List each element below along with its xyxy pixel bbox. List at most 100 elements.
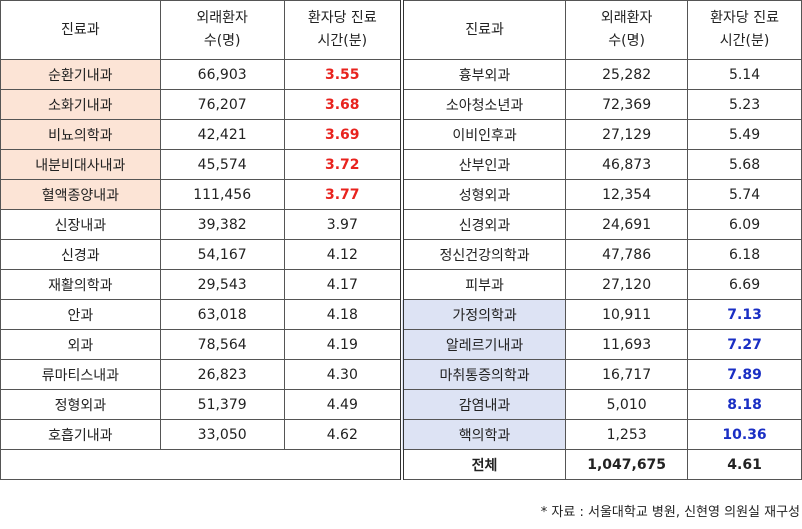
table-row: 외과 78,564 4.19 알레르기내과 11,693 7.27: [0, 329, 802, 360]
table-body: 진료과 외래환자 수(명) 환자당 진료 시간(분) 진료과 외래환자 수(명)…: [0, 0, 802, 450]
right-dept-cell: 알레르기내과: [401, 329, 567, 360]
right-dept-cell: 소아청소년과: [401, 89, 567, 120]
left-patients-cell: 29,543: [159, 269, 285, 300]
right-time-cell: 7.13: [687, 299, 802, 330]
left-dept-cell: 재활의학과: [0, 269, 161, 300]
header-patients-line1: 외래환자: [196, 10, 248, 26]
right-patients-cell: 24,691: [565, 209, 689, 240]
left-time-cell: 3.69: [283, 119, 404, 150]
right-dept-cell: 마취통증의학과: [401, 359, 567, 390]
header-row: 진료과 외래환자 수(명) 환자당 진료 시간(분) 진료과 외래환자 수(명)…: [0, 0, 802, 60]
left-time-cell: 4.18: [283, 299, 404, 330]
header-time-line2: 시간(분): [317, 33, 368, 49]
left-dept-cell: 소화기내과: [0, 89, 161, 120]
right-patients-cell: 16,717: [565, 359, 689, 390]
right-dept-cell: 산부인과: [401, 149, 567, 180]
left-time-cell: 4.19: [283, 329, 404, 360]
left-patients-cell: 63,018: [159, 299, 285, 330]
left-time-cell: 4.62: [283, 419, 404, 450]
left-patients-cell: 42,421: [159, 119, 285, 150]
left-dept-cell: 신장내과: [0, 209, 161, 240]
left-patients-cell: 111,456: [159, 179, 285, 210]
left-patients-cell: 26,823: [159, 359, 285, 390]
header-patients-line2: 수(명): [203, 33, 241, 49]
right-dept-cell: 피부과: [401, 269, 567, 300]
right-dept-cell: 신경외과: [401, 209, 567, 240]
header-dept-right: 진료과: [401, 0, 567, 60]
left-patients-cell: 39,382: [159, 209, 285, 240]
header-patients-right: 외래환자 수(명): [565, 0, 689, 60]
table-row: 내분비대사내과 45,574 3.72 산부인과 46,873 5.68: [0, 149, 802, 180]
source-note: * 자료 : 서울대학교 병원, 신현영 의원실 재구성: [540, 505, 800, 520]
left-time-cell: 4.49: [283, 389, 404, 420]
header-patients-line2: 수(명): [608, 33, 645, 49]
right-patients-cell: 72,369: [565, 89, 689, 120]
header-time-line2: 시간(분): [719, 33, 770, 49]
right-patients-cell: 47,786: [565, 239, 689, 270]
left-dept-cell: 내분비대사내과: [0, 149, 161, 180]
right-patients-cell: 12,354: [565, 179, 689, 210]
table-row: 정형외과 51,379 4.49 감염내과 5,010 8.18: [0, 389, 802, 420]
table-row: 비뇨의학과 42,421 3.69 이비인후과 27,129 5.49: [0, 119, 802, 150]
left-time-cell: 3.68: [283, 89, 404, 120]
table-row: 류마티스내과 26,823 4.30 마취통증의학과 16,717 7.89: [0, 359, 802, 390]
right-dept-cell: 흉부외과: [401, 59, 567, 90]
left-patients-cell: 54,167: [159, 239, 285, 270]
right-dept-cell: 가정의학과: [401, 299, 567, 330]
table-row: 신장내과 39,382 3.97 신경외과 24,691 6.09: [0, 209, 802, 240]
header-patients-left: 외래환자 수(명): [159, 0, 285, 60]
right-time-cell: 10.36: [687, 419, 802, 450]
right-patients-cell: 10,911: [565, 299, 689, 330]
table-row: 순환기내과 66,903 3.55 흉부외과 25,282 5.14: [0, 59, 802, 90]
left-dept-cell: 혈액종양내과: [0, 179, 161, 210]
left-dept-cell: 신경과: [0, 239, 161, 270]
table-row: 재활의학과 29,543 4.17 피부과 27,120 6.69: [0, 269, 802, 300]
right-dept-cell: 핵의학과: [401, 419, 567, 450]
right-time-cell: 8.18: [687, 389, 802, 420]
left-time-cell: 3.77: [283, 179, 404, 210]
table-row: 신경과 54,167 4.12 정신건강의학과 47,786 6.18: [0, 239, 802, 270]
right-patients-cell: 1,253: [565, 419, 689, 450]
left-dept-cell: 외과: [0, 329, 161, 360]
right-dept-cell: 성형외과: [401, 179, 567, 210]
total-left-empty: [0, 449, 404, 480]
table-row: 호흡기내과 33,050 4.62 핵의학과 1,253 10.36: [0, 419, 802, 450]
right-patients-cell: 5,010: [565, 389, 689, 420]
left-patients-cell: 33,050: [159, 419, 285, 450]
left-patients-cell: 76,207: [159, 89, 285, 120]
right-time-cell: 7.27: [687, 329, 802, 360]
total-label: 전체: [401, 449, 567, 480]
left-dept-cell: 비뇨의학과: [0, 119, 161, 150]
table-row: 소화기내과 76,207 3.68 소아청소년과 72,369 5.23: [0, 89, 802, 120]
right-time-cell: 5.14: [687, 59, 802, 90]
left-time-cell: 4.17: [283, 269, 404, 300]
left-patients-cell: 66,903: [159, 59, 285, 90]
right-patients-cell: 27,129: [565, 119, 689, 150]
right-dept-cell: 감염내과: [401, 389, 567, 420]
left-dept-cell: 류마티스내과: [0, 359, 161, 390]
left-dept-cell: 안과: [0, 299, 161, 330]
header-time-line1: 환자당 진료: [710, 10, 779, 26]
right-time-cell: 7.89: [687, 359, 802, 390]
header-time-line1: 환자당 진료: [307, 10, 377, 26]
left-time-cell: 3.97: [283, 209, 404, 240]
right-time-cell: 5.74: [687, 179, 802, 210]
right-patients-cell: 25,282: [565, 59, 689, 90]
right-dept-cell: 이비인후과: [401, 119, 567, 150]
header-time-right: 환자당 진료 시간(분): [687, 0, 802, 60]
left-patients-cell: 51,379: [159, 389, 285, 420]
right-patients-cell: 11,693: [565, 329, 689, 360]
left-time-cell: 3.55: [283, 59, 404, 90]
left-time-cell: 4.12: [283, 239, 404, 270]
header-dept-left: 진료과: [0, 0, 161, 60]
right-dept-cell: 정신건강의학과: [401, 239, 567, 270]
left-time-cell: 3.72: [283, 149, 404, 180]
right-time-cell: 6.18: [687, 239, 802, 270]
header-time-left: 환자당 진료 시간(분): [283, 0, 404, 60]
right-time-cell: 6.69: [687, 269, 802, 300]
total-patients: 1,047,675: [565, 449, 689, 480]
outpatient-time-table: 진료과 외래환자 수(명) 환자당 진료 시간(분) 진료과 외래환자 수(명)…: [0, 0, 802, 480]
total-time: 4.61: [687, 449, 802, 480]
left-dept-cell: 호흡기내과: [0, 419, 161, 450]
right-time-cell: 5.23: [687, 89, 802, 120]
